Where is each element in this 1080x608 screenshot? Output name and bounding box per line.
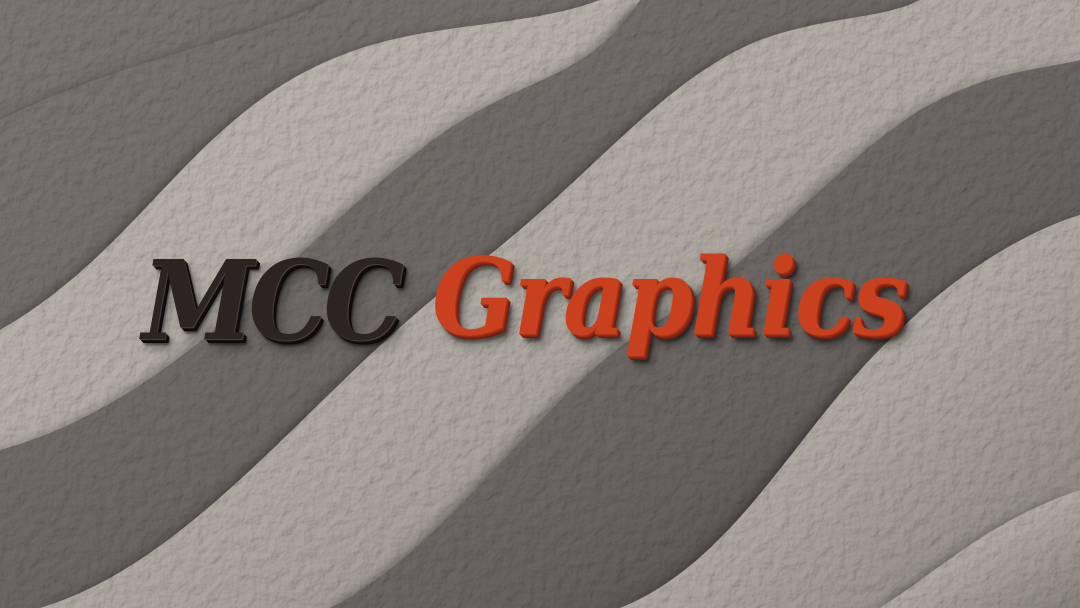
logo: MCC Graphics [142, 236, 942, 376]
logo-text-mcc: MCC [142, 236, 404, 365]
logo-text-graphics: Graphics [432, 234, 907, 359]
